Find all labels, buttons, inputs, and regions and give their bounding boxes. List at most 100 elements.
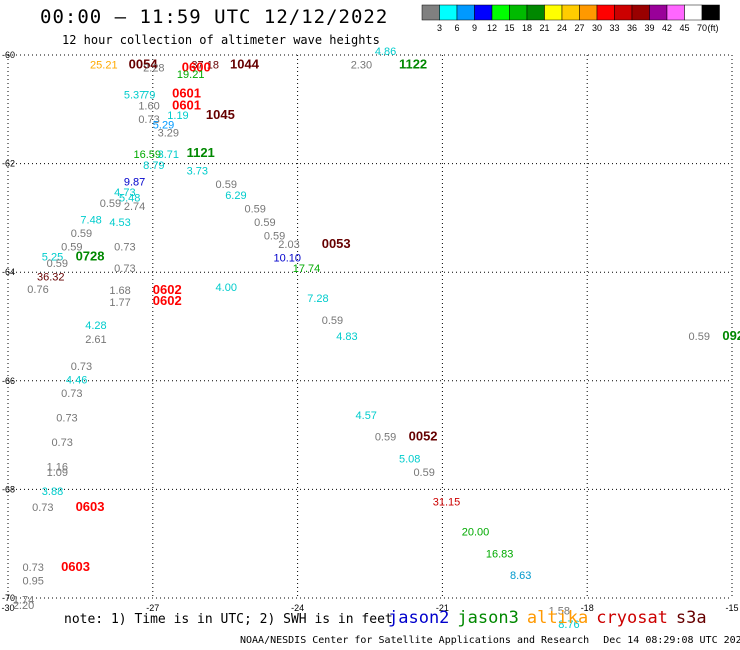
wave-height-label: 8.79: [143, 160, 164, 172]
wave-height-label: 0728: [76, 248, 105, 263]
wave-height-label: 4.53: [109, 217, 130, 229]
colorbar-swatch: [544, 4, 563, 21]
wave-height-label: 16.59: [133, 149, 161, 161]
wave-height-label: 1.16: [47, 461, 68, 473]
wave-height-label: 0.59: [264, 231, 285, 243]
wave-height-label: 0.59: [47, 258, 68, 270]
y-tick-label: -62: [2, 159, 15, 169]
wave-height-label: 0.73: [114, 241, 135, 253]
colorbar-label: 70: [697, 23, 707, 33]
x-tick-label: -15: [725, 603, 738, 613]
wave-height-label: 4.46: [66, 375, 87, 387]
colorbar-label: 6: [454, 23, 459, 33]
colorbar-label: 21: [539, 23, 549, 33]
colorbar-swatch: [649, 4, 668, 21]
colorbar-swatch: [614, 4, 633, 21]
y-tick-label: -68: [2, 484, 15, 494]
wave-height-label: 8.63: [510, 570, 531, 582]
colorbar-swatch: [579, 4, 598, 21]
wave-height-label: 1.77: [109, 297, 130, 309]
colorbar-swatch: [701, 4, 720, 21]
wave-height-label: 3.71: [158, 149, 179, 161]
y-tick-label: -64: [2, 267, 15, 277]
y-tick-label: -60: [2, 50, 15, 60]
wave-height-label: 0603: [61, 559, 90, 574]
colorbar-label: 24: [557, 23, 567, 33]
colorbar-swatch: [596, 4, 615, 21]
colorbar-swatch: [474, 4, 493, 21]
colorbar-swatch: [439, 4, 458, 21]
wave-height-label: 4.57: [356, 410, 377, 422]
wave-height-label: 4.73: [114, 187, 135, 199]
chart-subtitle: 12 hour collection of altimeter wave hei…: [62, 33, 380, 47]
sat-cryosat: cryosat: [596, 608, 668, 628]
colorbar-label: 15: [504, 23, 514, 33]
credit-date: Dec 14 08:29:08 UTC 2022: [603, 635, 740, 646]
wave-height-label: 1.58: [549, 605, 570, 617]
wave-height-label: 4.83: [336, 331, 357, 343]
colorbar-swatch: [491, 4, 510, 21]
wave-height-label: 9.87: [124, 176, 145, 188]
colorbar-label: 9: [472, 23, 477, 33]
colorbar-swatch: [421, 4, 440, 21]
wave-height-label: 0052: [409, 429, 438, 444]
wave-height-label: 16.83: [486, 548, 514, 560]
wave-height-label: 3.73: [187, 165, 208, 177]
wave-height-label: 4.00: [216, 282, 237, 294]
units-note: note: 1) Time is in UTC; 2) SWH is in fe…: [64, 612, 393, 627]
x-tick-label: -30: [1, 603, 14, 613]
colorbar-label: 33: [609, 23, 619, 33]
wave-height-label: 0.59: [100, 198, 121, 210]
wave-height-label: 0.59: [245, 203, 266, 215]
wave-height-label: 0.73: [114, 263, 135, 275]
wave-height-label: 0.59: [216, 179, 237, 191]
wave-height-label: 25.21: [90, 60, 118, 72]
wave-height-label: 0.59: [61, 241, 82, 253]
colorbar-label: 18: [522, 23, 532, 33]
colorbar-label: 27: [574, 23, 584, 33]
credit-org: NOAA/NESDIS Center for Satellite Applica…: [240, 635, 590, 646]
satellite-legend: jason2 jason3 altika cryosat s3a: [388, 608, 715, 628]
wave-height-label: 1121: [187, 145, 215, 160]
colorbar-swatch: [666, 4, 685, 21]
wave-height-label: 0054: [129, 57, 159, 72]
colorbar-swatch: [631, 4, 650, 21]
wave-height-label: 5.29: [153, 119, 174, 131]
wave-height-label: 8.76: [558, 619, 579, 631]
wave-height-label: 0.73: [51, 437, 72, 449]
wave-height-label: 0602: [153, 282, 182, 297]
colorbar-label: 39: [644, 23, 654, 33]
wave-height-label: 0.59: [71, 228, 92, 240]
colorbar-label: 30: [592, 23, 602, 33]
wave-height-label: 4.86: [375, 46, 396, 58]
wave-height-label: 0.73: [32, 502, 53, 514]
wave-height-label: 5.25: [42, 251, 63, 263]
wave-height-label: 1.74: [13, 594, 34, 606]
credit-line: NOAA/NESDIS Center for Satellite Applica…: [240, 635, 740, 646]
color-legend: 3 6 9 12 15 18 21 24 27 30 33 36 39 42 45 70 (ft): [421, 4, 720, 33]
wave-height-label: 0.59: [689, 331, 710, 343]
wave-height-label: 4.28: [85, 320, 106, 332]
colorbar-label: 12: [487, 23, 497, 33]
wave-height-label: 0.59: [322, 315, 343, 327]
wave-height-label: 7.28: [307, 293, 328, 305]
colorbar-swatch: [561, 4, 580, 21]
wave-height-label: 20.00: [462, 527, 490, 539]
colorbar-label: 3: [437, 23, 442, 33]
sat-jason2: jason2: [388, 608, 450, 628]
colorbar-label: 42: [662, 23, 672, 33]
wave-height-label: 0601: [172, 97, 201, 112]
wave-height-label: 36.32: [37, 271, 65, 283]
sat-altika: altika: [526, 608, 589, 628]
wave-height-label: 17.74: [293, 263, 321, 275]
wave-height-label: 5.37: [124, 89, 145, 101]
wave-height-label: 3.29: [158, 127, 179, 139]
colorbar-unit: (ft): [708, 23, 719, 33]
wave-height-label: 1045: [206, 107, 235, 122]
wave-height-label: 7.48: [80, 214, 101, 226]
x-tick-label: -27: [146, 603, 159, 613]
wave-height-label: 3.88: [42, 486, 63, 498]
wave-height-label: 0.59: [375, 432, 396, 444]
colorbar-swatch: [456, 4, 475, 21]
